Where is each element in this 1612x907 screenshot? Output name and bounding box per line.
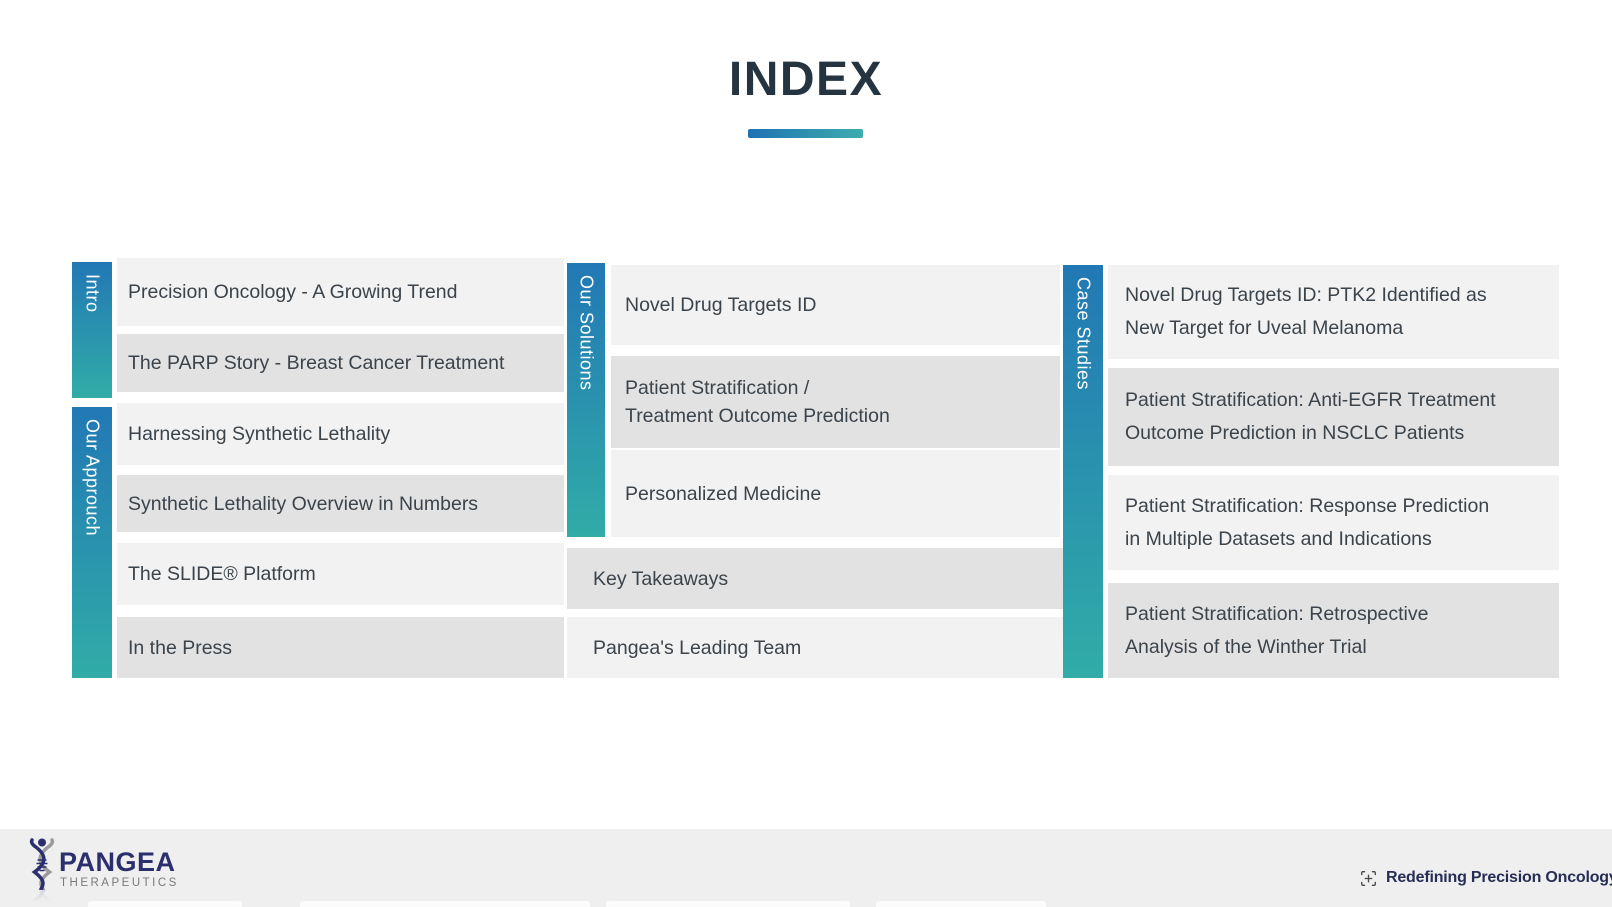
section-bar-case-studies: Case Studies — [1063, 265, 1103, 678]
index-item-harnessing-synthetic-lethality[interactable]: Harnessing Synthetic Lethality — [117, 403, 564, 465]
pangea-logo: PANGEA THERAPEUTICS — [26, 838, 226, 907]
index-item-in-the-press[interactable]: In the Press — [117, 617, 564, 678]
index-item-case-response-prediction[interactable]: Patient Stratification: Response Predict… — [1108, 475, 1559, 570]
index-item-precision-oncology[interactable]: Precision Oncology - A Growing Trend — [117, 258, 564, 326]
section-label-case-studies: Case Studies — [1073, 277, 1094, 391]
section-bar-intro: Intro — [72, 262, 112, 398]
page-title: INDEX — [728, 53, 884, 106]
section-label-our-approach: Our Approuch — [82, 419, 103, 537]
tagline-text: Redefining Precision Oncology — [1386, 869, 1612, 886]
index-item-patient-stratification[interactable]: Patient Stratification / Treatment Outco… — [611, 356, 1060, 448]
dna-helix-person-icon — [29, 838, 55, 890]
section-label-intro: Intro — [82, 274, 103, 313]
bottom-strip-segment — [300, 901, 590, 907]
section-label-our-solutions: Our Solutions — [576, 275, 597, 391]
index-item-slide-platform[interactable]: The SLIDE® Platform — [117, 543, 564, 605]
section-bar-our-solutions: Our Solutions — [567, 263, 605, 537]
index-item-novel-drug-targets[interactable]: Novel Drug Targets ID — [611, 265, 1060, 345]
index-item-case-anti-egfr[interactable]: Patient Stratification: Anti-EGFR Treatm… — [1108, 368, 1559, 466]
bottom-strip-segment — [88, 901, 242, 907]
footer-bar — [0, 829, 1612, 907]
brand-name: PANGEA — [59, 847, 176, 877]
section-bar-our-approach: Our Approuch — [72, 407, 112, 678]
index-item-leading-team[interactable]: Pangea's Leading Team — [567, 617, 1072, 678]
index-item-synthetic-lethality-overview[interactable]: Synthetic Lethality Overview in Numbers — [117, 475, 564, 532]
index-item-parp-story[interactable]: The PARP Story - Breast Cancer Treatment — [117, 334, 564, 392]
title-underline — [748, 129, 863, 138]
index-item-case-ptk2[interactable]: Novel Drug Targets ID: PTK2 Identified a… — [1108, 265, 1559, 359]
bottom-strip-segment — [876, 901, 1046, 907]
dna-helix-reflection — [32, 889, 52, 907]
footer-tagline: Redefining Precision Oncology — [1360, 869, 1612, 887]
index-item-case-winther-trial[interactable]: Patient Stratification: Retrospective An… — [1108, 583, 1559, 678]
brand-subtitle: THERAPEUTICS — [60, 877, 179, 889]
index-item-key-takeaways[interactable]: Key Takeaways — [567, 548, 1072, 609]
index-item-personalized-medicine[interactable]: Personalized Medicine — [611, 450, 1060, 537]
bottom-strip-segment — [606, 901, 850, 907]
crosshair-target-icon — [1361, 870, 1376, 886]
